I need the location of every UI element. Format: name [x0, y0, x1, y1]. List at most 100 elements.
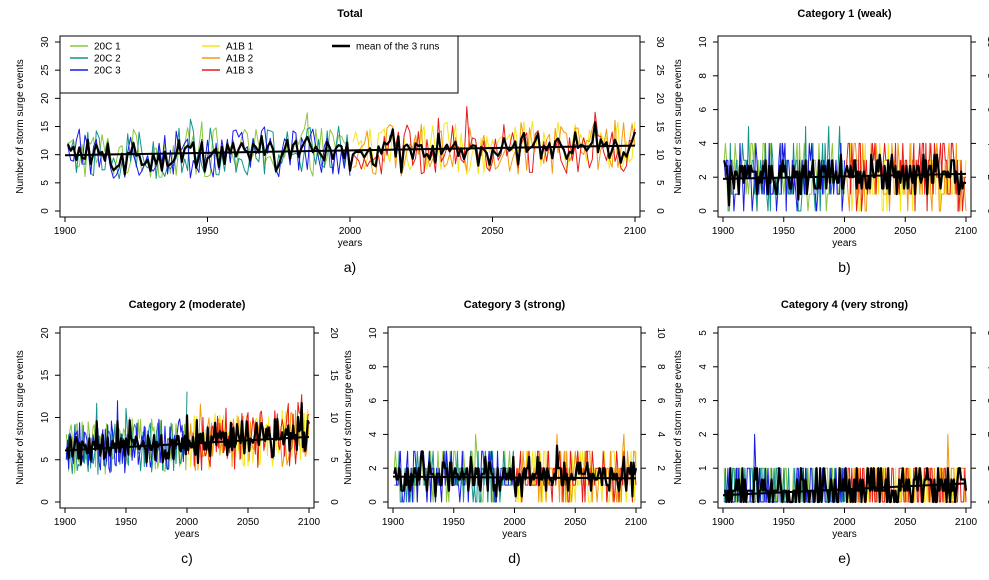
series-a1b-3 — [845, 142, 966, 212]
panel-title: Category 3 (strong) — [464, 299, 566, 311]
y-tick-label: 10 — [40, 149, 51, 161]
x-tick-label: 2000 — [833, 517, 856, 528]
y-tick-label-right: 20 — [328, 327, 339, 339]
panel-2: Category 1 (weak)1900 1950 2000 2050 2100yea… — [673, 8, 989, 275]
y-tick-label-right: 4 — [985, 364, 989, 370]
panel-title: Category 1 (weak) — [797, 8, 891, 20]
y-tick-label: 4 — [698, 364, 709, 370]
y-tick-label: 20 — [40, 327, 51, 339]
x-tick-label: 1900 — [712, 226, 735, 237]
panel-label: a) — [344, 259, 356, 275]
panel-title: Total — [337, 8, 362, 20]
panel-title: Category 2 (moderate) — [129, 299, 246, 311]
y-axis-label: Number of storm surge events — [343, 350, 354, 485]
y-tick-label-right: 5 — [328, 457, 339, 463]
series-mean-of-the-3-runs — [393, 444, 638, 498]
panel-label: c) — [181, 550, 193, 566]
y-tick-label: 0 — [368, 499, 379, 505]
series-mean-of-the-3-runs — [724, 467, 968, 504]
trend-line — [64, 144, 636, 157]
x-tick-label: 1900 — [54, 517, 77, 528]
y-tick-label-right: 15 — [328, 370, 339, 382]
legend-box — [59, 35, 459, 94]
y-tick-label: 0 — [698, 208, 709, 214]
y-tick-label: 6 — [698, 106, 709, 112]
x-tick-label: 1950 — [443, 517, 466, 528]
y-tick-label-right: 10 — [655, 327, 666, 339]
x-tick-label: 2050 — [481, 226, 504, 237]
x-tick-label: 2100 — [298, 517, 321, 528]
y-tick-label: 1 — [698, 465, 709, 471]
legend-label: 20C 3 — [94, 66, 121, 77]
legend-label: mean of the 3 runs — [356, 42, 439, 53]
x-tick-label: 1950 — [196, 226, 219, 237]
y-tick-label-right: 30 — [654, 36, 665, 48]
plot-lines — [64, 106, 637, 180]
x-axis-label: years — [175, 529, 199, 540]
y-tick-label-right: 0 — [328, 499, 339, 505]
x-axis-label: years — [832, 529, 856, 540]
y-tick-label-right: 3 — [985, 398, 989, 404]
x-axis-label: years — [338, 238, 362, 249]
x-tick-label: 1950 — [115, 517, 138, 528]
panel-label: b) — [838, 259, 850, 275]
y-tick-label-right: 10 — [654, 149, 665, 161]
y-tick-label-right: 1 — [985, 465, 989, 471]
x-tick-label: 2100 — [624, 226, 647, 237]
y-tick-label-right: 0 — [655, 499, 666, 505]
y-tick-label: 20 — [40, 92, 51, 104]
y-tick-label-right: 4 — [985, 141, 989, 147]
panel-3: Category 2 (moderate) 1900 1950 20 0 0 2050 210… — [15, 299, 339, 566]
y-tick-label-right: 20 — [654, 93, 665, 105]
y-tick-label: 5 — [698, 330, 709, 336]
y-tick-label: 3 — [698, 397, 709, 403]
trend-line — [64, 435, 310, 452]
y-tick-label: 2 — [698, 174, 709, 180]
x-tick-label: 1900 — [712, 517, 735, 528]
trend-line — [392, 475, 637, 480]
y-tick-label-right: 0 — [985, 208, 989, 214]
panel-5: Category 4 (very strong)1900 1950 2000 2050… — [673, 299, 989, 566]
x-tick-label: 1950 — [773, 517, 796, 528]
x-tick-label: 2100 — [625, 517, 648, 528]
y-tick-label: 2 — [368, 465, 379, 471]
x-tick-label: 2100 — [955, 226, 978, 237]
y-tick-label: 4 — [698, 140, 709, 146]
panel-4: Category 3 (strong)1900 1950 2000 2050 2100y… — [343, 299, 666, 566]
y-tick-label-right: 6 — [655, 398, 666, 404]
x-tick-label: 1900 — [382, 517, 405, 528]
y-tick-label: 8 — [368, 364, 379, 370]
y-tick-label-right: 10 — [985, 36, 989, 48]
x-tick-label: 2050 — [564, 517, 587, 528]
y-tick-label-right: 25 — [654, 65, 665, 77]
y-tick-label-right: 5 — [654, 180, 665, 186]
y-tick-label-right: 15 — [654, 121, 665, 133]
panel-1: Total 1900 1950 2000 2050 2100 years 0 0 5 5 10 10 15… — [15, 8, 665, 275]
y-tick-label: 10 — [368, 327, 379, 339]
y-axis-label: Number of storm surge events — [673, 59, 684, 194]
x-tick-label: 1950 — [773, 226, 796, 237]
y-tick-label: 10 — [698, 36, 709, 48]
y-tick-label-right: 2 — [985, 174, 989, 180]
x-axis-label: years — [502, 529, 526, 540]
y-tick-label-right: 10 — [328, 412, 339, 424]
y-tick-label: 0 — [40, 499, 51, 505]
y-tick-label-right: 2 — [985, 432, 989, 438]
series-20c-2 — [67, 118, 351, 180]
panel-title: Category 4 (very strong) — [781, 299, 908, 311]
panel-label: d) — [508, 550, 520, 566]
plot-lines — [392, 433, 638, 503]
y-tick-label: 2 — [698, 431, 709, 437]
y-tick-label-right: 5 — [985, 330, 989, 336]
y-tick-label: 30 — [40, 36, 51, 48]
y-tick-label: 25 — [40, 64, 51, 76]
y-tick-label: 6 — [368, 397, 379, 403]
series-mean-of-the-3-runs — [723, 153, 966, 207]
legend-label: 20C 1 — [94, 42, 121, 53]
trend-line — [722, 482, 967, 497]
legend-label: A1B 2 — [226, 54, 254, 65]
x-tick-label: 2050 — [237, 517, 260, 528]
y-tick-label-right: 2 — [655, 465, 666, 471]
panel-label: e) — [838, 550, 850, 566]
